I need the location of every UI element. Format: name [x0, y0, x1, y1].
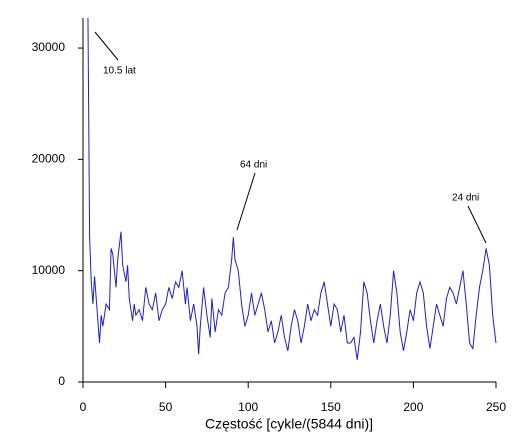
x-tick-label: 150 — [321, 400, 341, 414]
y-tick-label: 30000 — [32, 40, 66, 54]
x-tick-label: 0 — [80, 400, 87, 414]
y-tick-label: 20000 — [32, 152, 66, 166]
annotation: 64 dni — [240, 160, 267, 171]
annotation: 24 dni — [452, 193, 479, 204]
x-tick-label: 250 — [486, 400, 506, 414]
annotation-line — [467, 205, 487, 244]
x-tick-label: 100 — [238, 400, 258, 414]
x-tick-label: 200 — [403, 400, 423, 414]
spectrum-line — [87, 17, 497, 360]
annotation: 10.5 lat — [103, 66, 136, 77]
y-tick-label: 10000 — [32, 263, 66, 277]
annotation-line — [236, 172, 256, 231]
annotation-line — [94, 31, 119, 61]
x-axis-label: Częstość [cykle/(5844 dni)] — [205, 416, 373, 432]
y-tick-label: 0 — [58, 374, 65, 388]
x-tick-label: 50 — [159, 400, 173, 414]
